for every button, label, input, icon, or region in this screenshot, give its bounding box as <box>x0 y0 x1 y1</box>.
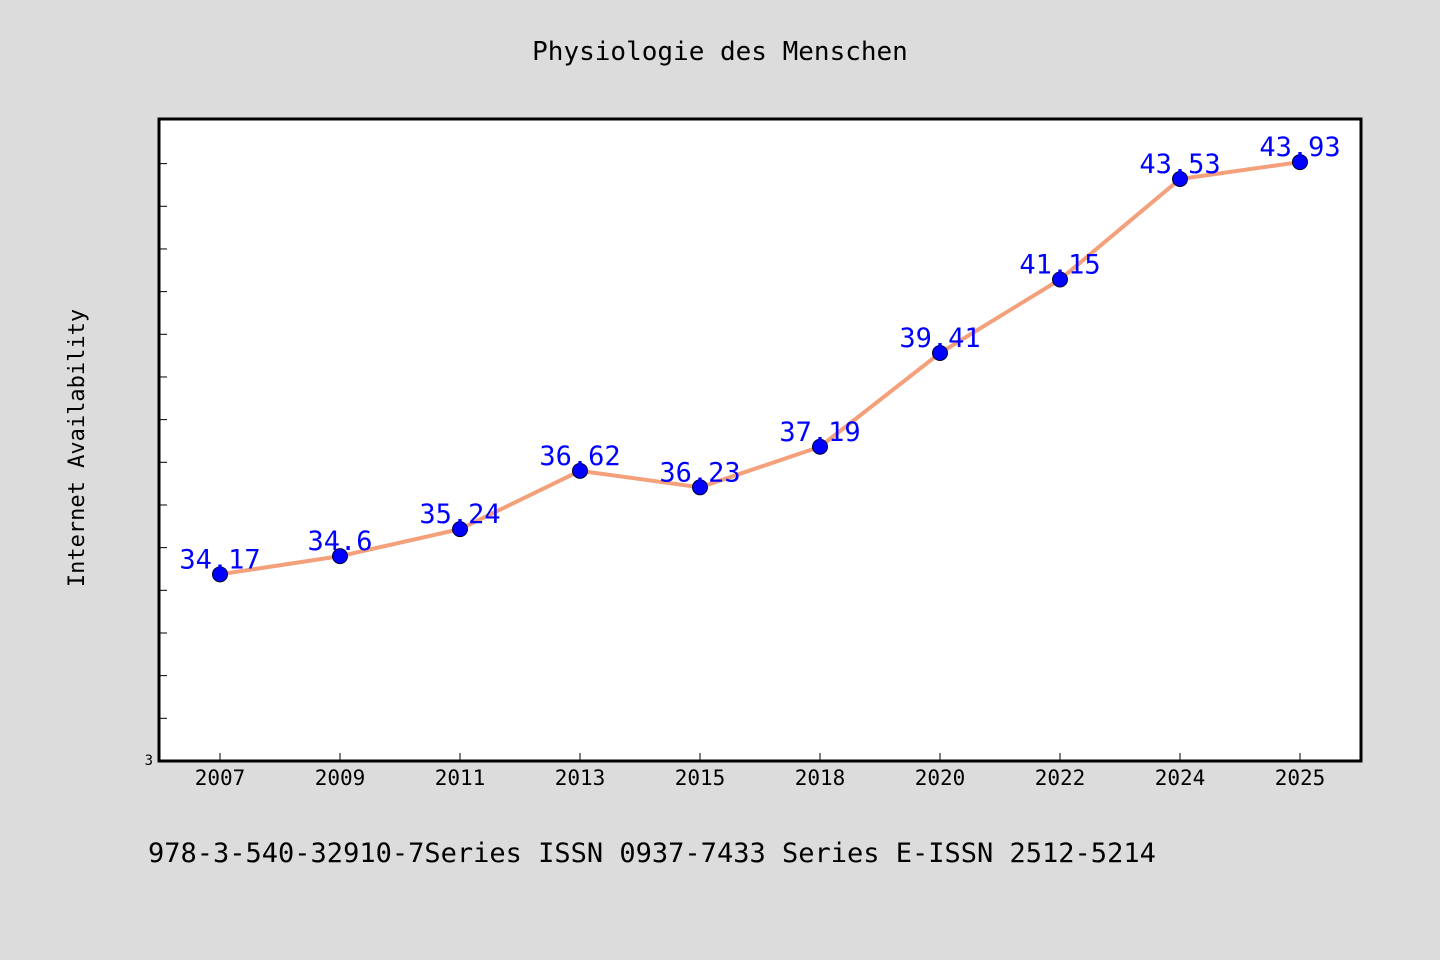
footer-text: 978-3-540-32910-7Series ISSN 0937-7433 S… <box>148 838 1156 869</box>
data-label: 43.93 <box>1259 132 1340 163</box>
data-point <box>572 462 588 479</box>
x-tick-label: 2007 <box>195 766 246 790</box>
data-point <box>812 438 828 455</box>
data-point <box>932 344 948 361</box>
data-label: 36.23 <box>659 457 740 488</box>
data-point <box>692 479 708 496</box>
data-label: 36.62 <box>539 441 620 472</box>
data-label: 34.17 <box>179 544 260 575</box>
x-axis-ticks: 2007 2009 2011 2013 2015 2018 2020 2022 2024 2025 <box>195 753 1326 790</box>
series-layer <box>212 154 1308 583</box>
data-point <box>212 566 228 583</box>
x-tick-label: 2011 <box>435 766 486 790</box>
x-tick-label: 2020 <box>915 766 966 790</box>
chart-title: Physiologie des Menschen <box>532 37 908 67</box>
data-point <box>1052 271 1068 288</box>
x-tick-label: 2024 <box>1155 766 1206 790</box>
series-line <box>218 160 1302 577</box>
plot-area <box>157 117 1363 763</box>
data-label: 34.6 <box>307 526 372 557</box>
x-tick-label: 2015 <box>675 766 726 790</box>
y-axis-label: Internet Availability <box>65 309 90 587</box>
data-label: 41.15 <box>1019 250 1100 281</box>
data-label: 43.53 <box>1139 149 1220 180</box>
y-axis-ticks: 3 <box>145 163 167 769</box>
data-label: 39.41 <box>899 323 980 354</box>
data-point <box>452 521 468 538</box>
data-point <box>332 548 348 565</box>
x-tick-label: 2025 <box>1275 766 1326 790</box>
x-tick-label: 2013 <box>555 766 606 790</box>
data-label: 35.24 <box>419 499 500 530</box>
data-point <box>1172 170 1188 187</box>
x-tick-label: 2022 <box>1035 766 1086 790</box>
data-label-layer: 34.17 34.6 35.24 36.62 36.23 37.19 39.41 41.15 4… <box>179 132 1340 575</box>
data-point <box>1292 154 1308 171</box>
x-tick-label: 2009 <box>315 766 366 790</box>
data-label: 37.19 <box>779 417 860 448</box>
y-tick-label: 3 <box>145 753 153 769</box>
x-tick-label: 2018 <box>795 766 846 790</box>
